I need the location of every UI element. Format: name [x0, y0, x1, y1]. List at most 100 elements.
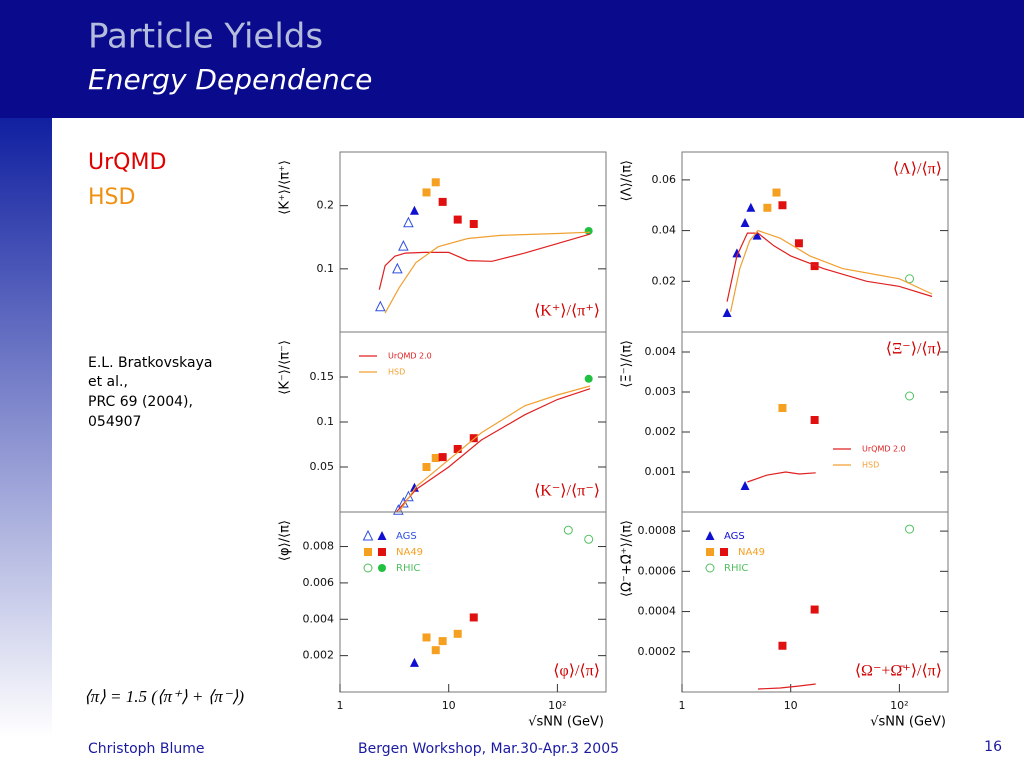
- marker-circle: [905, 391, 915, 401]
- y-axis-label: ⟨Ξ⁻⟩/⟨π⟩: [620, 340, 635, 388]
- footer-author: Christoph Blume: [88, 741, 204, 757]
- plot-frame: [339, 511, 607, 693]
- header-band: [0, 0, 1024, 118]
- y-tick-label: 0.1: [317, 262, 335, 275]
- y-axis-label: ⟨K⁻⟩/⟨π⁻⟩: [278, 340, 293, 395]
- marker-triangle: [740, 217, 750, 227]
- model-curve: [398, 385, 591, 513]
- panel-label: ⟨Ω⁻+Ω̄⁺⟩/⟨π⟩: [855, 663, 942, 680]
- model-curve: [395, 388, 591, 513]
- model-curve: [726, 232, 933, 302]
- legend-label: RHIC: [724, 563, 748, 574]
- y-tick-label: 0.003: [645, 385, 677, 398]
- marker-circle: [584, 226, 593, 235]
- marker-triangle: [722, 307, 732, 317]
- y-tick-label: 0.001: [645, 465, 677, 478]
- marker-square: [453, 445, 462, 453]
- panel-label: ⟨K⁻⟩/⟨π⁻⟩: [534, 483, 600, 500]
- y-tick-label: 0.004: [645, 345, 677, 358]
- marker-triangle: [752, 230, 762, 240]
- y-tick-label: 0.002: [303, 649, 335, 662]
- x-tick-label: 10: [784, 699, 798, 712]
- marker-square: [778, 404, 787, 412]
- formula: ⟨π⟩ = 1.5 (⟨π⁺⟩ + ⟨π⁻⟩): [84, 687, 244, 706]
- y-tick-label: 0.008: [303, 540, 335, 553]
- legend-label: RHIC: [396, 563, 420, 574]
- legend-label: NA49: [738, 547, 765, 558]
- marker-square: [810, 416, 819, 424]
- legend-label: AGS: [396, 531, 417, 542]
- y-tick-label: 0.002: [645, 425, 677, 438]
- model-curve: [730, 229, 933, 312]
- reference-line: et al.,: [88, 374, 128, 390]
- marker-square: [431, 646, 440, 655]
- model-hsd: HSD: [88, 185, 135, 210]
- model-curve: [378, 233, 591, 290]
- legend-label: HSD: [862, 461, 879, 470]
- legend-label: NA49: [396, 547, 423, 558]
- y-tick-label: 0.06: [652, 173, 677, 186]
- marker-circle: [705, 563, 715, 573]
- panel-label: ⟨φ⟩/⟨π⟩: [553, 663, 600, 680]
- marker-triangle: [409, 205, 419, 215]
- marker-square: [438, 637, 447, 646]
- marker-square: [810, 605, 819, 614]
- marker-square: [438, 197, 447, 206]
- legend-label: UrQMD 2.0: [388, 352, 432, 361]
- y-tick-label: 0.0002: [638, 645, 677, 658]
- model-curve: [384, 231, 591, 314]
- x-axis-label: √sNN (GeV): [870, 715, 946, 730]
- y-tick-label: 0.04: [652, 224, 677, 237]
- marker-square: [431, 454, 440, 462]
- y-axis-label: ⟨K⁺⟩/⟨π⁺⟩: [278, 160, 293, 215]
- x-tick-label: 1: [337, 699, 344, 712]
- plot-frame: [681, 511, 949, 693]
- marker-circle: [584, 534, 594, 544]
- x-tick-label: 10²: [890, 699, 908, 712]
- panel-label: ⟨Ξ⁻⟩/⟨π⟩: [886, 341, 942, 358]
- marker-square: [778, 641, 787, 650]
- y-tick-label: 0.2: [317, 199, 335, 212]
- marker-circle: [378, 564, 386, 572]
- marker-triangle: [398, 239, 409, 251]
- model-curve: [757, 683, 816, 690]
- x-axis-label: √sNN (GeV): [528, 715, 604, 730]
- y-tick-label: 0.0008: [638, 524, 677, 537]
- x-tick-label: 1: [679, 699, 686, 712]
- legend-label: AGS: [724, 531, 745, 542]
- marker-square: [453, 215, 462, 224]
- marker-square: [810, 262, 819, 271]
- model-curve: [747, 471, 816, 483]
- marker-triangle: [409, 657, 419, 667]
- marker-triangle: [377, 531, 387, 540]
- marker-triangle: [375, 300, 386, 312]
- marker-square: [422, 463, 431, 471]
- marker-square: [706, 548, 714, 556]
- y-axis-label: ⟨φ⟩/⟨π⟩: [278, 520, 293, 561]
- footer-event: Bergen Workshop, Mar.30-Apr.3 2005: [358, 741, 619, 757]
- slide-title: Particle Yields: [88, 17, 323, 57]
- y-axis-label: ⟨Ω⁻+Ω̄⁺⟩/⟨π⟩: [620, 520, 635, 597]
- marker-triangle: [705, 531, 715, 540]
- legend-label: HSD: [388, 368, 405, 377]
- marker-square: [364, 548, 372, 556]
- side-band: [0, 118, 52, 738]
- panel-label: ⟨K⁺⟩/⟨π⁺⟩: [534, 303, 600, 320]
- marker-square: [431, 178, 440, 187]
- reference-line: 054907: [88, 414, 141, 430]
- marker-circle: [584, 374, 593, 383]
- marker-square: [794, 239, 803, 248]
- y-tick-label: 0.02: [652, 274, 677, 287]
- marker-square: [453, 629, 462, 638]
- marker-triangle: [732, 248, 742, 258]
- panel-label: ⟨Λ⟩/⟨π⟩: [893, 161, 942, 178]
- y-tick-label: 0.1: [317, 415, 335, 428]
- marker-circle: [363, 563, 373, 573]
- y-tick-label: 0.006: [303, 576, 335, 589]
- reference-line: PRC 69 (2004),: [88, 394, 193, 410]
- marker-triangle: [740, 481, 750, 490]
- marker-triangle: [746, 202, 756, 212]
- marker-circle: [905, 524, 915, 534]
